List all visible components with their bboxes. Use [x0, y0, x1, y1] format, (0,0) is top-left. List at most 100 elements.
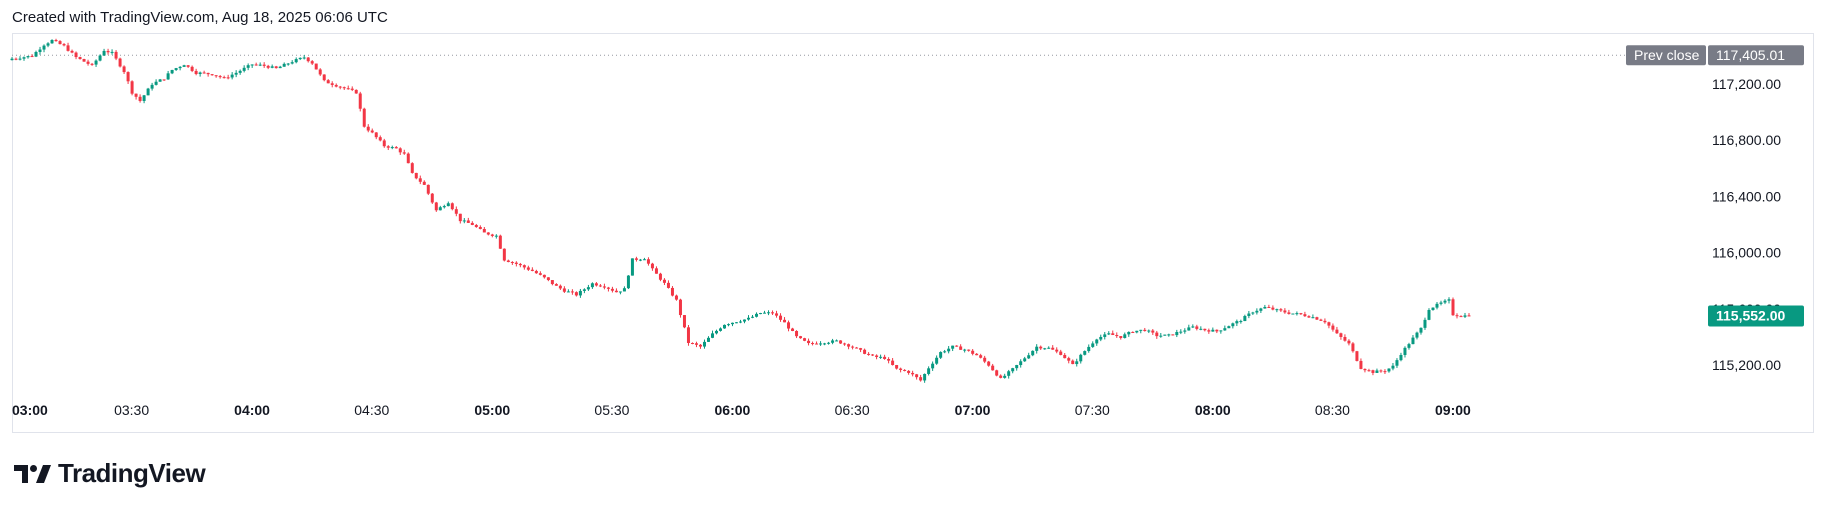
candle	[150, 82, 154, 91]
candle	[506, 259, 510, 263]
candle-body	[126, 72, 130, 82]
candle-body	[50, 40, 54, 44]
candle	[322, 74, 326, 82]
candle	[1419, 327, 1423, 335]
candle	[242, 65, 246, 73]
candle-body	[1023, 358, 1027, 362]
candle-body	[682, 315, 686, 328]
candle	[1111, 330, 1115, 336]
candle	[78, 56, 82, 60]
candle	[919, 374, 923, 382]
candle-body	[86, 61, 90, 64]
candle-body	[66, 45, 70, 51]
candle	[518, 262, 522, 268]
candle	[1411, 335, 1415, 345]
x-tick-label: 05:00	[474, 402, 510, 418]
candle-body	[578, 290, 582, 296]
candle	[899, 367, 903, 373]
candle	[851, 345, 855, 350]
candle-body	[338, 86, 342, 88]
candle	[911, 370, 915, 377]
candle-body	[22, 57, 26, 59]
candle	[1339, 332, 1343, 340]
candle-body	[598, 285, 602, 287]
candle	[62, 43, 66, 47]
candle-body	[562, 288, 566, 292]
candle-body	[1375, 370, 1379, 373]
candle-body	[702, 341, 706, 347]
candle-body	[314, 63, 318, 70]
candle-body	[999, 375, 1003, 378]
candle-body	[1311, 317, 1315, 319]
candle-body	[586, 287, 590, 290]
candle-body	[654, 268, 658, 274]
candle	[130, 80, 134, 96]
candle	[1375, 368, 1379, 373]
candle-body	[919, 377, 923, 381]
candle	[326, 79, 330, 84]
candle	[282, 62, 286, 67]
candle-body	[847, 344, 851, 347]
candle-body	[959, 346, 963, 350]
candle-body	[110, 51, 114, 53]
candle-body	[186, 65, 190, 67]
candle	[10, 57, 14, 61]
candle-body	[1407, 344, 1411, 348]
candle	[574, 291, 578, 297]
candle-body	[90, 63, 94, 65]
candle	[1011, 367, 1015, 374]
candle-body	[763, 312, 767, 314]
candle	[831, 338, 835, 345]
candle-body	[1275, 309, 1279, 311]
candle-body	[995, 370, 999, 376]
candle	[987, 360, 991, 367]
candle-body	[1291, 313, 1295, 315]
candle-body	[895, 365, 899, 369]
candle-body	[626, 275, 630, 289]
candle	[590, 282, 594, 289]
candle-body	[38, 49, 42, 53]
candle	[907, 370, 911, 375]
candle-body	[1371, 370, 1375, 373]
candle	[1151, 329, 1155, 335]
candle	[298, 57, 302, 61]
candle	[847, 343, 851, 350]
candle	[799, 335, 803, 339]
candle-body	[130, 81, 134, 94]
candle-body	[466, 220, 470, 223]
candle	[90, 62, 94, 66]
candle	[314, 63, 318, 70]
candle	[1059, 349, 1063, 356]
candle-body	[731, 322, 734, 325]
candle-body	[418, 178, 422, 182]
candle	[1231, 322, 1235, 329]
candle	[815, 341, 819, 345]
candle-body	[490, 234, 494, 236]
tradingview-logo[interactable]: TradingView	[14, 458, 206, 489]
candle-body	[350, 88, 354, 90]
candle-body	[851, 346, 855, 348]
candle-body	[859, 348, 863, 350]
prev-close-label: Prev close	[1634, 47, 1700, 63]
candle-body	[102, 50, 106, 56]
candle	[1423, 317, 1427, 330]
candle	[1439, 300, 1443, 306]
candle-body	[686, 327, 690, 343]
candle-body	[943, 351, 947, 353]
candle	[1039, 345, 1043, 350]
candle	[883, 354, 887, 360]
candle	[310, 60, 314, 65]
candle	[839, 340, 843, 344]
candle-body	[478, 226, 482, 229]
candle	[434, 201, 438, 212]
candle	[674, 294, 678, 301]
candle-body	[470, 222, 474, 225]
candle-body	[458, 213, 462, 222]
candle	[378, 135, 382, 142]
candle-body	[735, 322, 739, 324]
candle-body	[1363, 368, 1367, 371]
candle	[334, 83, 338, 88]
candle-body	[258, 64, 262, 66]
candle	[743, 319, 747, 324]
